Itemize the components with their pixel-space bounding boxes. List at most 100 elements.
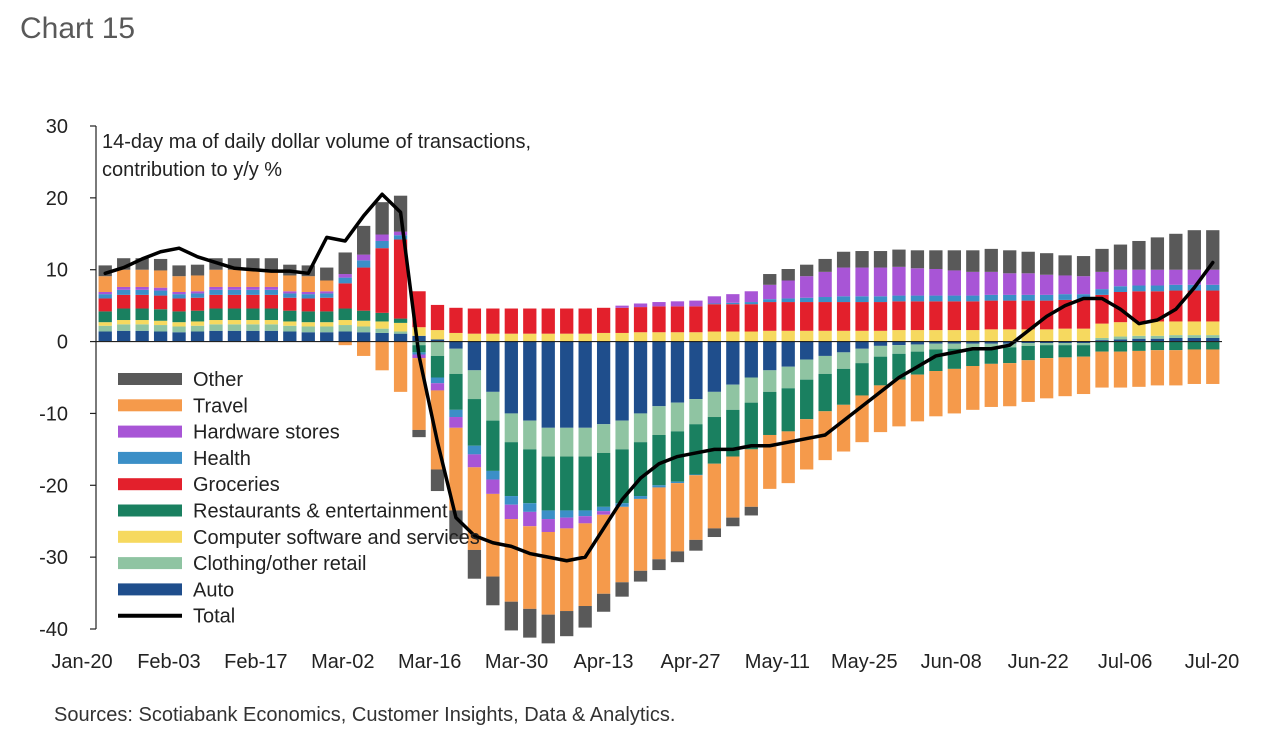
bar-segment	[596, 424, 611, 453]
bar-segment	[1003, 363, 1017, 407]
bar-segment	[486, 308, 500, 334]
bar-segment	[430, 383, 445, 391]
bar-segment	[689, 424, 703, 475]
bar-segment	[560, 510, 574, 518]
bar-segment	[98, 276, 112, 292]
bar-segment	[910, 268, 925, 296]
legend-swatch	[118, 399, 182, 412]
bar-segment	[707, 331, 722, 342]
bar-segment	[98, 294, 112, 299]
bar-segment	[578, 427, 592, 457]
bar-segment	[1169, 284, 1183, 291]
bar-segment	[135, 330, 149, 342]
bar-segment	[541, 519, 555, 532]
bar-segment	[707, 341, 722, 392]
bar-segment	[504, 601, 518, 631]
bar-segment	[338, 277, 352, 284]
bar-segment	[523, 503, 537, 512]
bar-segment	[1095, 340, 1109, 342]
bar-segment	[689, 332, 703, 342]
bar-segment	[652, 406, 666, 435]
bar-segment	[153, 290, 168, 296]
bar-segment	[781, 330, 795, 342]
bar-segment	[449, 332, 463, 342]
bar-segment	[1021, 345, 1035, 361]
bar-segment	[689, 539, 703, 551]
bar-segment	[615, 420, 629, 450]
bar-segment	[190, 264, 205, 276]
bar-segment	[707, 528, 722, 538]
bar-segment	[449, 409, 463, 418]
bar-segment	[596, 593, 611, 612]
bar-segment	[98, 331, 112, 342]
bar-segment	[209, 289, 223, 295]
bar-segment	[264, 289, 279, 295]
legend-swatch	[118, 425, 182, 438]
bar-segment	[707, 463, 722, 529]
bar-segment	[486, 470, 500, 480]
bar-segment	[449, 510, 463, 540]
legend-swatch	[118, 478, 182, 491]
bar-segment	[1132, 240, 1146, 270]
bar-segment	[320, 297, 334, 312]
x-tick-label: Mar-16	[398, 651, 461, 673]
bar-segment	[781, 280, 795, 299]
bar-segment	[375, 312, 389, 322]
x-tick-label: Apr-27	[660, 651, 720, 673]
bar-segment	[800, 330, 814, 342]
bar-segment	[652, 302, 666, 307]
bar-segment	[578, 606, 592, 628]
bar-segment	[560, 308, 574, 334]
bar-segment	[523, 511, 537, 527]
bar-segment	[1095, 289, 1109, 295]
bar-segment	[504, 308, 518, 334]
bar-segment	[1169, 335, 1183, 338]
bar-segment	[1187, 230, 1201, 270]
bar-segment	[910, 330, 925, 342]
bar-segment	[209, 286, 223, 290]
bar-segment	[652, 306, 666, 333]
bar-segment	[1206, 269, 1220, 285]
bar-segment	[578, 333, 592, 342]
bar-segment	[135, 320, 149, 325]
bar-segment	[338, 331, 352, 342]
bar-segment	[1058, 341, 1072, 344]
bar-segment	[98, 325, 112, 332]
bar-segment	[689, 341, 703, 400]
bar-segment	[504, 413, 518, 443]
bar-segment	[1150, 291, 1165, 322]
bar-segment	[763, 302, 777, 331]
bar-segment	[430, 330, 445, 340]
bar-segment	[1206, 349, 1220, 384]
bar-segment	[670, 306, 685, 333]
bar-segment	[153, 309, 168, 321]
bar-segment	[966, 341, 980, 344]
bar-segment	[467, 454, 482, 468]
bar-segment	[246, 286, 260, 290]
bar-segment	[670, 301, 685, 307]
bar-segment	[873, 345, 888, 357]
bar-segment	[541, 531, 555, 615]
bar-segment	[689, 300, 703, 307]
bar-segment	[430, 339, 445, 342]
bar-segment	[836, 330, 851, 342]
bar-segment	[892, 249, 906, 267]
bar-segment	[412, 327, 426, 336]
legend-label: Restaurants & entertainment	[193, 501, 448, 523]
bar-segment	[264, 258, 279, 270]
bar-segment	[1206, 290, 1220, 322]
bar-segment	[670, 341, 685, 403]
bar-segment	[707, 296, 722, 304]
bar-segment	[984, 341, 998, 344]
bar-segment	[800, 264, 814, 277]
bar-segment	[1169, 290, 1183, 322]
bar-segment	[615, 506, 629, 583]
bar-segment	[1187, 341, 1201, 350]
bar-segment	[578, 516, 592, 524]
bar-segment	[781, 341, 795, 367]
bar-segment	[541, 427, 555, 457]
bar-segment	[633, 341, 648, 414]
bar-segment	[283, 297, 297, 311]
bar-segment	[744, 291, 758, 303]
bar-segment	[172, 298, 186, 312]
